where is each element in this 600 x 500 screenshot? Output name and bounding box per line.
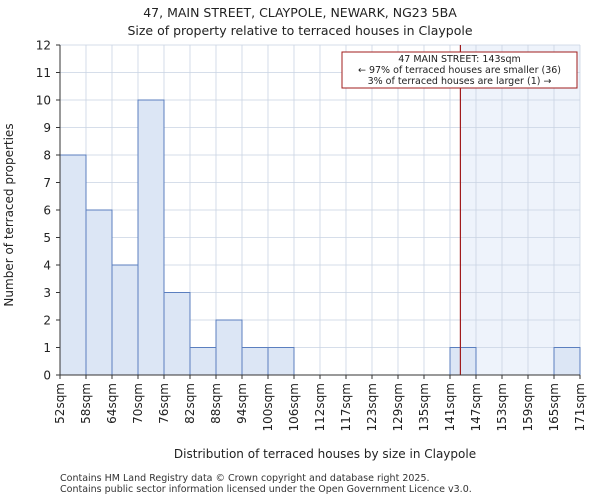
x-tick-label: 58sqm xyxy=(79,383,93,424)
y-axis-title: Number of terraced properties xyxy=(2,123,16,306)
x-tick-label: 94sqm xyxy=(235,383,249,424)
x-tick-label: 141sqm xyxy=(443,383,457,431)
title-address: 47, MAIN STREET, CLAYPOLE, NEWARK, NG23 … xyxy=(143,5,457,20)
y-tick-label: 5 xyxy=(43,231,51,245)
histogram-bar xyxy=(111,264,139,376)
footer: Contains HM Land Registry data © Crown c… xyxy=(60,473,472,495)
x-tick-label: 100sqm xyxy=(261,383,275,431)
x-tick-label: 147sqm xyxy=(469,383,483,431)
y-tick-label: 12 xyxy=(36,39,51,53)
histogram-bar xyxy=(215,319,243,376)
histogram-bar xyxy=(163,292,191,376)
x-tick-label: 153sqm xyxy=(495,383,509,431)
y-tick-label: 7 xyxy=(43,176,51,190)
x-tick-label: 52sqm xyxy=(53,383,67,424)
x-tick-label: 165sqm xyxy=(547,383,561,431)
x-tick-label: 171sqm xyxy=(573,383,587,431)
x-tick-label: 112sqm xyxy=(313,383,327,431)
footer-licence: Contains public sector information licen… xyxy=(60,484,472,495)
x-tick-label: 106sqm xyxy=(287,383,301,431)
annotation-text: 3% of terraced houses are larger (1) → xyxy=(368,76,552,87)
title-subtitle: Size of property relative to terraced ho… xyxy=(127,23,473,38)
y-tick-label: 1 xyxy=(43,341,51,355)
y-tick-label: 0 xyxy=(43,369,51,383)
chart-title: 47, MAIN STREET, CLAYPOLE, NEWARK, NG23 … xyxy=(0,4,600,40)
y-tick-label: 10 xyxy=(36,94,51,108)
x-tick-label: 117sqm xyxy=(339,383,353,431)
x-axis-title: Distribution of terraced houses by size … xyxy=(174,447,476,461)
footer-copyright: Contains HM Land Registry data © Crown c… xyxy=(60,473,430,484)
histogram-bar xyxy=(59,154,87,376)
histogram-bar xyxy=(267,347,295,376)
y-tick-label: 8 xyxy=(43,149,51,163)
histogram-bar xyxy=(85,209,113,376)
x-tick-label: 123sqm xyxy=(365,383,379,431)
x-tick-label: 70sqm xyxy=(131,383,145,424)
histogram-bar xyxy=(189,347,217,376)
y-tick-label: 11 xyxy=(36,66,51,80)
histogram-bar xyxy=(449,347,477,376)
histogram-bar xyxy=(137,99,165,376)
y-tick-label: 2 xyxy=(43,314,51,328)
x-tick-label: 129sqm xyxy=(391,383,405,431)
histogram-bar xyxy=(241,347,269,376)
x-tick-label: 64sqm xyxy=(105,383,119,424)
x-tick-label: 82sqm xyxy=(183,383,197,424)
x-tick-label: 159sqm xyxy=(521,383,535,431)
x-tick-label: 135sqm xyxy=(417,383,431,431)
annotation-box xyxy=(341,51,578,89)
x-tick-label: 76sqm xyxy=(157,383,171,424)
y-tick-label: 6 xyxy=(43,204,51,218)
x-tick-label: 88sqm xyxy=(209,383,223,424)
annotation-text: ← 97% of terraced houses are smaller (36… xyxy=(358,65,561,76)
histogram-bar xyxy=(553,347,581,376)
y-tick-label: 4 xyxy=(43,259,51,273)
annotation-text: 47 MAIN STREET: 143sqm xyxy=(398,54,521,65)
y-tick-label: 3 xyxy=(43,286,51,300)
y-tick-label: 9 xyxy=(43,121,51,135)
